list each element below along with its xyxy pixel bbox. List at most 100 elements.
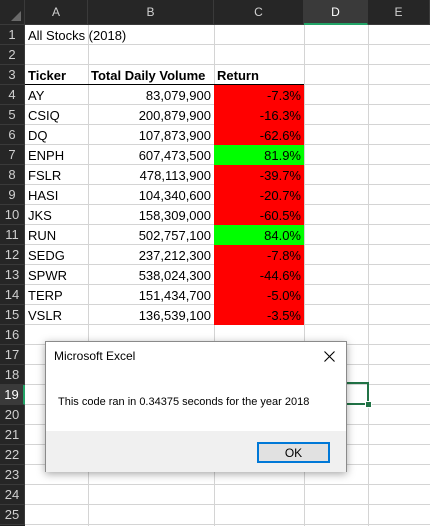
return-cell[interactable]: -16.3% (259, 107, 301, 123)
row-header-18[interactable]: 18 (0, 365, 25, 385)
grid-hline (25, 64, 430, 65)
row-header-9[interactable]: 9 (0, 185, 25, 205)
dialog-footer: OK (46, 431, 346, 472)
row-header-20[interactable]: 20 (0, 405, 25, 425)
return-cell[interactable]: -7.8% (267, 247, 301, 263)
ticker-cell[interactable]: SEDG (28, 247, 65, 263)
ticker-cell[interactable]: CSIQ (28, 107, 60, 123)
row-header-24[interactable]: 24 (0, 485, 25, 505)
return-cell[interactable]: 84.0% (264, 227, 301, 243)
return-fill (214, 205, 304, 225)
return-cell[interactable]: -39.7% (259, 167, 301, 183)
row-header-14[interactable]: 14 (0, 285, 25, 305)
column-header-c[interactable]: C (214, 0, 304, 25)
row-header-10[interactable]: 10 (0, 205, 25, 225)
return-fill (214, 125, 304, 145)
grid-vline (368, 25, 369, 526)
row-header-25[interactable]: 25 (0, 505, 25, 525)
grid-hline (25, 504, 430, 505)
ticker-cell[interactable]: SPWR (28, 267, 67, 283)
ok-button[interactable]: OK (257, 442, 330, 463)
ticker-cell[interactable]: FSLR (28, 167, 62, 183)
sheet-title-cell[interactable]: All Stocks (2018) (28, 27, 127, 43)
close-icon[interactable] (320, 347, 338, 365)
return-cell[interactable]: -20.7% (259, 187, 301, 203)
column-header-a[interactable]: A (25, 0, 88, 25)
volume-cell[interactable]: 136,539,100 (138, 307, 211, 323)
return-fill (214, 245, 304, 265)
row-header-6[interactable]: 6 (0, 125, 25, 145)
return-fill (214, 305, 304, 325)
row-header-5[interactable]: 5 (0, 105, 25, 125)
volume-cell[interactable]: 502,757,100 (138, 227, 211, 243)
ticker-cell[interactable]: RUN (28, 227, 57, 243)
row-header-2[interactable]: 2 (0, 45, 25, 65)
return-fill (214, 265, 304, 285)
ticker-cell[interactable]: DQ (28, 127, 48, 143)
row-header-7[interactable]: 7 (0, 145, 25, 165)
ticker-cell[interactable]: ENPH (28, 147, 65, 163)
return-fill (214, 85, 304, 105)
return-fill (214, 165, 304, 185)
ticker-cell[interactable]: JKS (28, 207, 52, 223)
volume-cell[interactable]: 607,473,500 (138, 147, 211, 163)
row-header-16[interactable]: 16 (0, 325, 25, 345)
return-cell[interactable]: -7.3% (267, 87, 301, 103)
row-header-12[interactable]: 12 (0, 245, 25, 265)
return-cell[interactable]: -44.6% (259, 267, 301, 283)
volume-cell[interactable]: 104,340,600 (138, 187, 211, 203)
dialog-titlebar[interactable]: Microsoft Excel (46, 342, 346, 370)
row-header-3[interactable]: 3 (0, 65, 25, 85)
volume-cell[interactable]: 107,873,900 (138, 127, 211, 143)
header-ticker[interactable]: Ticker (28, 67, 67, 83)
message-dialog: Microsoft Excel This code ran in 0.34375… (45, 341, 347, 472)
header-volume[interactable]: Total Daily Volume (91, 67, 206, 83)
row-header-15[interactable]: 15 (0, 305, 25, 325)
return-cell[interactable]: -62.6% (259, 127, 301, 143)
volume-cell[interactable]: 237,212,300 (138, 247, 211, 263)
ticker-cell[interactable]: AY (28, 87, 45, 103)
volume-cell[interactable]: 83,079,900 (145, 87, 211, 103)
ticker-cell[interactable]: HASI (28, 187, 59, 203)
row-header-8[interactable]: 8 (0, 165, 25, 185)
row-header-19[interactable]: 19 (0, 385, 25, 405)
return-fill (214, 145, 304, 165)
ticker-cell[interactable]: TERP (28, 287, 63, 303)
volume-cell[interactable]: 200,879,900 (138, 107, 211, 123)
volume-cell[interactable]: 478,113,900 (139, 167, 211, 183)
row-header-17[interactable]: 17 (0, 345, 25, 365)
row-header-21[interactable]: 21 (0, 425, 25, 445)
grid-vline (88, 25, 89, 526)
row-header-4[interactable]: 4 (0, 85, 25, 105)
return-fill (214, 105, 304, 125)
row-header-11[interactable]: 11 (0, 225, 25, 245)
header-underline (25, 84, 304, 85)
return-fill (214, 225, 304, 245)
column-header-d[interactable]: D (304, 0, 368, 25)
return-cell[interactable]: -3.5% (267, 307, 301, 323)
volume-cell[interactable]: 538,024,300 (138, 267, 211, 283)
dialog-message: This code ran in 0.34375 seconds for the… (58, 396, 310, 408)
row-header-1[interactable]: 1 (0, 25, 25, 45)
header-return[interactable]: Return (217, 67, 259, 83)
return-cell[interactable]: 81.9% (264, 147, 301, 163)
row-header-13[interactable]: 13 (0, 265, 25, 285)
column-header-e[interactable]: E (368, 0, 430, 25)
return-fill (214, 285, 304, 305)
volume-cell[interactable]: 151,434,700 (138, 287, 211, 303)
return-cell[interactable]: -60.5% (259, 207, 301, 223)
grid-hline (25, 524, 430, 525)
select-all-corner[interactable] (0, 0, 25, 25)
row-header-23[interactable]: 23 (0, 465, 25, 485)
grid-vline (304, 25, 305, 526)
fill-handle[interactable] (365, 401, 372, 408)
volume-cell[interactable]: 158,309,000 (138, 207, 211, 223)
grid-hline (25, 44, 430, 45)
ticker-cell[interactable]: VSLR (28, 307, 62, 323)
dialog-title: Microsoft Excel (54, 349, 136, 363)
row-header-22[interactable]: 22 (0, 445, 25, 465)
column-header-b[interactable]: B (88, 0, 214, 25)
return-fill (214, 185, 304, 205)
grid-hline (25, 484, 430, 485)
return-cell[interactable]: -5.0% (267, 287, 301, 303)
